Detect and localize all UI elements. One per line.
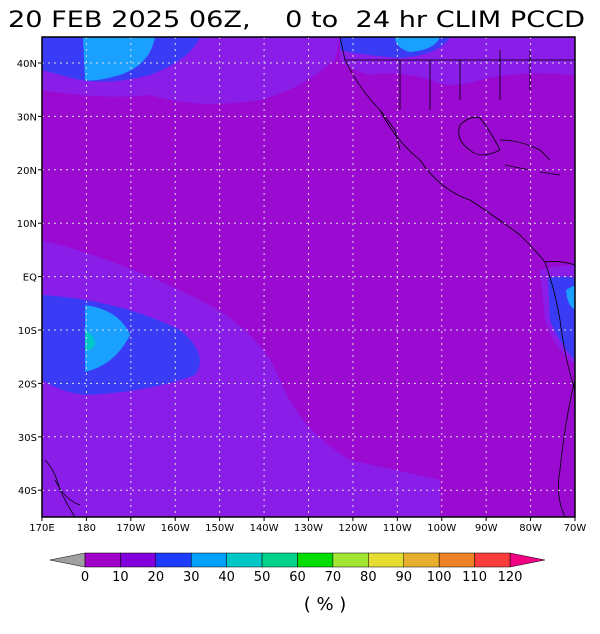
colorbar-label: 60 <box>289 570 306 585</box>
lon-label: 80W <box>519 523 542 534</box>
colorbar: 0 10 20 30 40 50 60 70 80 90 100 110 120 <box>49 552 546 585</box>
lon-label: 70W <box>564 523 587 534</box>
colorbar-label: 10 <box>112 570 129 585</box>
lon-label: 90W <box>475 523 498 534</box>
lat-label: 30N <box>17 112 37 123</box>
lat-label: 40S <box>18 486 37 497</box>
lat-label: 20S <box>18 379 37 390</box>
lat-label: 10N <box>17 219 37 230</box>
colorbar-bin <box>403 552 440 568</box>
colorbar-label: 120 <box>498 570 523 585</box>
lon-label: 150W <box>205 523 234 534</box>
lat-label: EQ <box>23 273 37 284</box>
colorbar-label: 70 <box>325 570 342 585</box>
colorbar-bin <box>332 552 369 568</box>
coastlines <box>44 36 576 518</box>
map-frame <box>41 36 576 518</box>
lon-label: 110W <box>383 523 412 534</box>
lat-label: 30S <box>18 433 37 444</box>
lon-label: 160W <box>161 523 190 534</box>
colorbar-label: 50 <box>254 570 271 585</box>
colorbar-bin <box>368 552 405 568</box>
colorbar-label: 0 <box>81 570 89 585</box>
lon-label: 140W <box>250 523 279 534</box>
colorbar-label: 80 <box>360 570 377 585</box>
lon-label: 170W <box>116 523 145 534</box>
map-title: 20 FEB 2025 06Z, 0 to 24 hr CLIM PCCD <box>8 8 585 33</box>
colorbar-bin <box>297 552 334 568</box>
colorbar-bin <box>226 552 263 568</box>
lon-label: 130W <box>294 523 323 534</box>
lon-label: 170E <box>29 523 54 534</box>
colorbar-bin <box>120 552 157 568</box>
colorbar-label: 20 <box>148 570 165 585</box>
colorbar-label: 40 <box>218 570 235 585</box>
graticule <box>38 37 576 521</box>
colorbar-label: 30 <box>183 570 200 585</box>
lon-label: 180 <box>77 523 96 534</box>
colorbar-label: 100 <box>427 570 452 585</box>
lon-label: 100W <box>427 523 456 534</box>
colorbar-over <box>509 552 546 568</box>
lon-label: 120W <box>338 523 367 534</box>
colorbar-label: 110 <box>462 570 487 585</box>
lat-label: 20N <box>17 166 37 177</box>
lat-label: 10S <box>18 326 37 337</box>
colorbar-bin <box>438 552 475 568</box>
colorbar-bin <box>191 552 227 568</box>
colorbar-unit: ( % ) <box>304 594 347 615</box>
colorbar-bin <box>261 552 298 568</box>
colorbar-label: 90 <box>395 570 412 585</box>
colorbar-under <box>49 552 86 568</box>
lat-label: 40N <box>17 59 37 70</box>
colorbar-bin <box>474 552 511 568</box>
colorbar-bin <box>155 552 192 568</box>
colorbar-bin <box>84 552 121 568</box>
